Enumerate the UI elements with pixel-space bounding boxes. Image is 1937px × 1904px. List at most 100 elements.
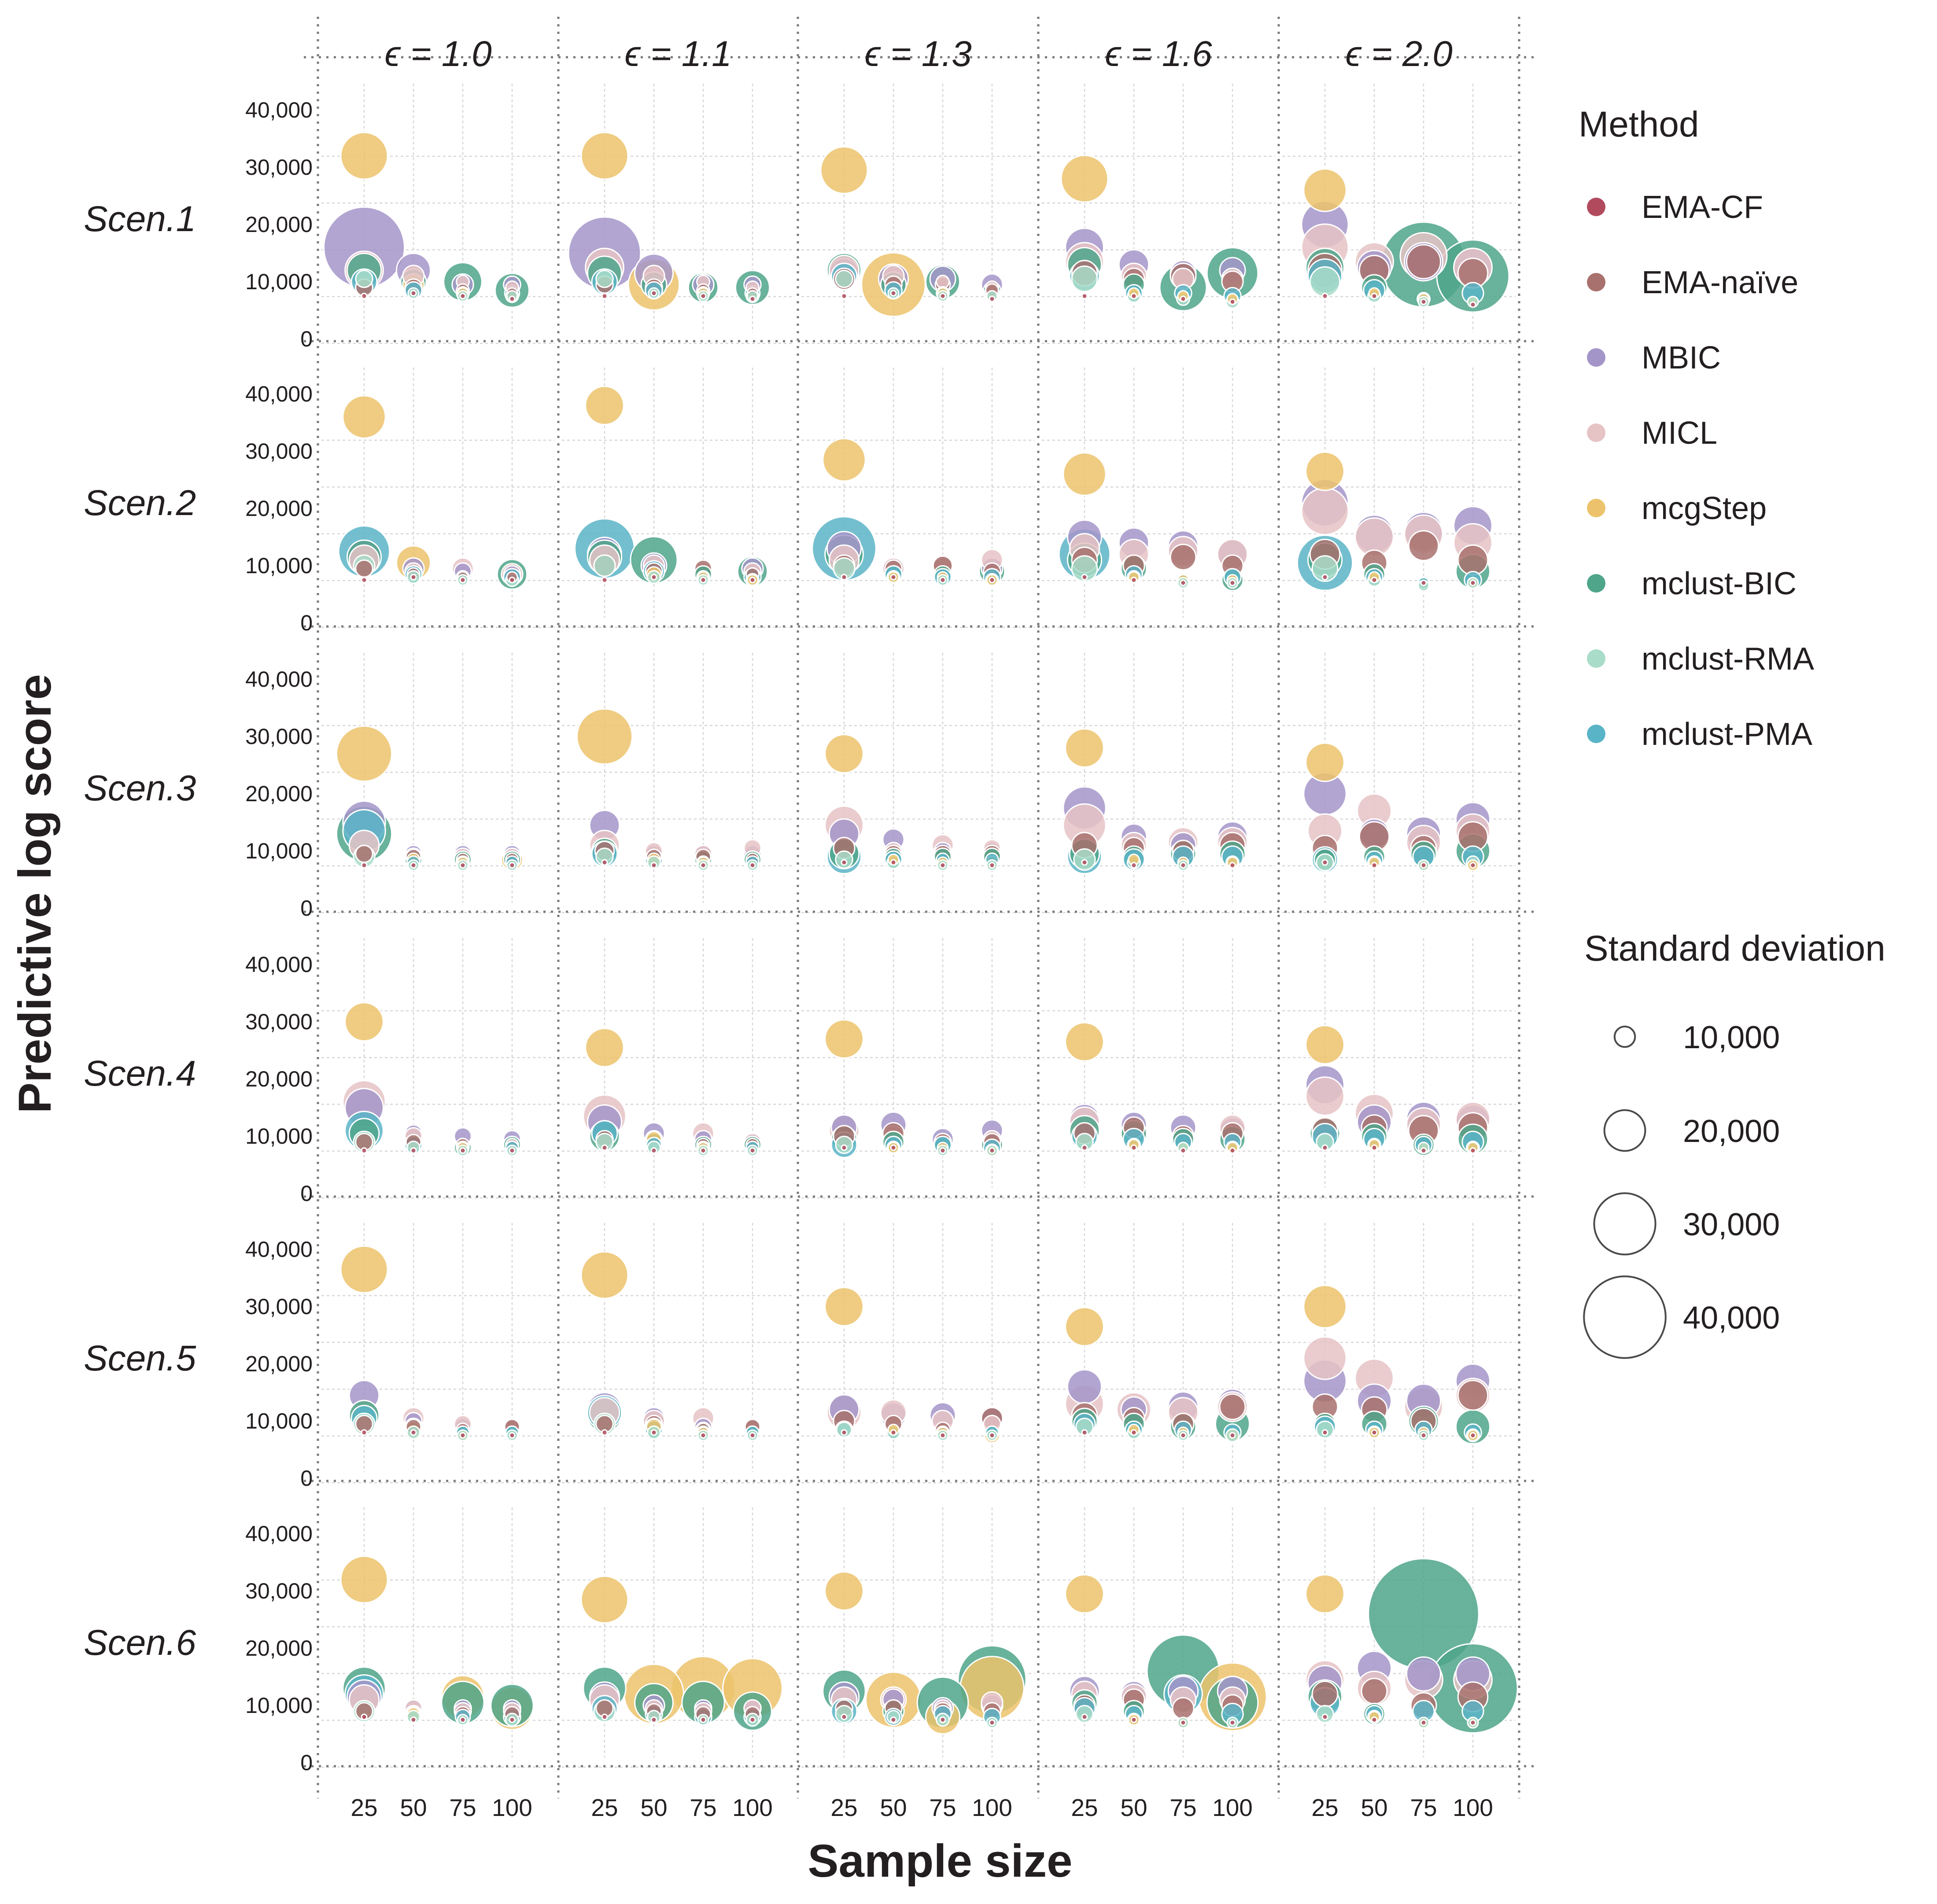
legend-label: MBIC: [1642, 340, 1721, 376]
y-tick-label: 10,000: [245, 553, 313, 578]
legend-size-label: 40,000: [1683, 1300, 1780, 1336]
bubble-mcgstep: [824, 1287, 864, 1326]
y-tick-label: 30,000: [245, 1294, 313, 1319]
legend-label: MICL: [1642, 416, 1717, 451]
bubble-ema-cf: [410, 1147, 417, 1154]
x-tick-label: 25: [1311, 1794, 1338, 1821]
bubble-ema-cf: [361, 1429, 368, 1436]
legend-size-circle: [1593, 1192, 1657, 1256]
bubble-ema-cf: [841, 1713, 848, 1720]
bubble-ema-cf: [459, 1716, 466, 1723]
bubble-ema-cf: [1371, 1429, 1378, 1436]
x-tick-label: 75: [449, 1794, 476, 1821]
bubble-mclust-rma: [835, 269, 853, 288]
bubble-mcgstep: [824, 1019, 864, 1059]
bubble-ema-cf: [410, 862, 417, 869]
bubble-ema-cf: [749, 1716, 756, 1723]
bubble-mclust-rma: [1071, 265, 1098, 292]
bubble-ema-cf: [1180, 1432, 1187, 1439]
y-tick-label: 20,000: [245, 212, 313, 237]
bubble-ema-cf: [1469, 1719, 1476, 1726]
bubble-mcgstep: [580, 1575, 629, 1624]
bubble-ema-cf: [1081, 293, 1088, 299]
bubble-ema-cf: [1081, 1429, 1088, 1436]
bubble-ema-na-ve: [355, 559, 373, 578]
bubble-ema-cf: [989, 1147, 996, 1154]
legend-key-mclust-pma: [1587, 725, 1605, 743]
bubble-ema-na-ve: [1457, 1380, 1489, 1411]
bubble-ema-cf: [361, 1713, 368, 1720]
bubble-ema-cf: [1130, 1716, 1137, 1723]
bubble-ema-cf: [1469, 1147, 1476, 1154]
legend-label: mclust-PMA: [1642, 717, 1812, 752]
bubble-ema-cf: [749, 862, 756, 869]
bubble-ema-cf: [989, 577, 996, 583]
bubble-micl: [1305, 1076, 1345, 1116]
legend-key-ema-cf: [1587, 198, 1605, 216]
bubble-ema-cf: [601, 577, 608, 583]
bubble-ema-na-ve: [355, 844, 373, 863]
bubble-mcgstep: [1060, 155, 1109, 203]
bubble-ema-cf: [1081, 1713, 1088, 1720]
bubble-ema-cf: [361, 293, 368, 299]
bubble-ema-cf: [700, 293, 707, 299]
bubble-ema-na-ve: [1406, 244, 1442, 280]
bubble-mcgstep: [585, 386, 624, 425]
bubble-ema-cf: [1180, 295, 1187, 302]
bubble-mcgstep: [336, 725, 393, 782]
bubble-mclust-rma: [1071, 555, 1098, 582]
bubble-mcgstep: [585, 1027, 624, 1068]
bubble-ema-cf: [1469, 1432, 1476, 1439]
bubble-ema-cf: [1321, 1144, 1328, 1151]
bubble-ema-cf: [1371, 293, 1378, 299]
bubble-mclust-rma: [595, 269, 614, 288]
bubble-ema-cf: [700, 1716, 707, 1723]
bubble-ema-cf: [749, 295, 756, 302]
bubble-ema-cf: [410, 574, 417, 581]
bubble-ema-cf: [1420, 1719, 1427, 1726]
x-tick-label: 50: [1361, 1794, 1387, 1821]
y-tick-label: 20,000: [245, 1636, 313, 1661]
bubble-ema-cf: [1371, 1144, 1378, 1151]
bubble-ema-cf: [1081, 1144, 1088, 1151]
x-tick-label: 75: [929, 1794, 956, 1821]
bubble-ema-cf: [601, 1144, 608, 1151]
bubble-mcgstep: [1065, 1022, 1104, 1062]
y-tick-label: 0: [300, 1466, 313, 1491]
legend-size-circle: [1603, 1109, 1646, 1152]
legend-size-label: 20,000: [1683, 1114, 1780, 1149]
bubble-ema-cf: [509, 1716, 516, 1723]
y-tick-label: 0: [300, 1750, 313, 1775]
x-tick-label: 25: [1071, 1794, 1098, 1821]
bubble-ema-cf: [749, 1147, 756, 1154]
bubble-ema-cf: [890, 290, 897, 297]
y-tick-label: 30,000: [245, 724, 313, 749]
bubble-mclust-rma: [1311, 555, 1339, 582]
legend-label: mcgStep: [1642, 491, 1767, 526]
bubble-marks: [323, 132, 1518, 1735]
y-tick-label: 0: [300, 327, 313, 351]
bubble-ema-cf: [1469, 579, 1476, 586]
bubble-mcgstep: [1063, 452, 1107, 496]
y-axis-title: Predictive log score: [9, 674, 61, 1113]
bubble-ema-cf: [1371, 862, 1378, 869]
legend-key-mbic: [1587, 348, 1605, 367]
x-tick-label: 100: [1453, 1794, 1493, 1821]
row-strip-label: Scen.5: [84, 1338, 196, 1378]
bubble-ema-cf: [509, 862, 516, 869]
bubble-ema-cf: [650, 290, 657, 297]
bubble-mcgstep: [820, 146, 868, 195]
y-tick-label: 20,000: [245, 781, 313, 806]
x-tick-label: 50: [1120, 1794, 1147, 1821]
bubble-ema-cf: [989, 295, 996, 302]
bubble-ema-cf: [361, 1147, 368, 1154]
bubble-mclust-rma: [1309, 266, 1341, 298]
bubble-ema-cf: [1321, 574, 1328, 581]
x-tick-label: 25: [830, 1794, 857, 1821]
y-tick-label: 40,000: [245, 1237, 313, 1262]
bubble-ema-cf: [1229, 298, 1236, 305]
bubble-micl: [1303, 1336, 1347, 1380]
bubble-ema-cf: [601, 293, 608, 299]
x-tick-label: 50: [640, 1794, 667, 1821]
